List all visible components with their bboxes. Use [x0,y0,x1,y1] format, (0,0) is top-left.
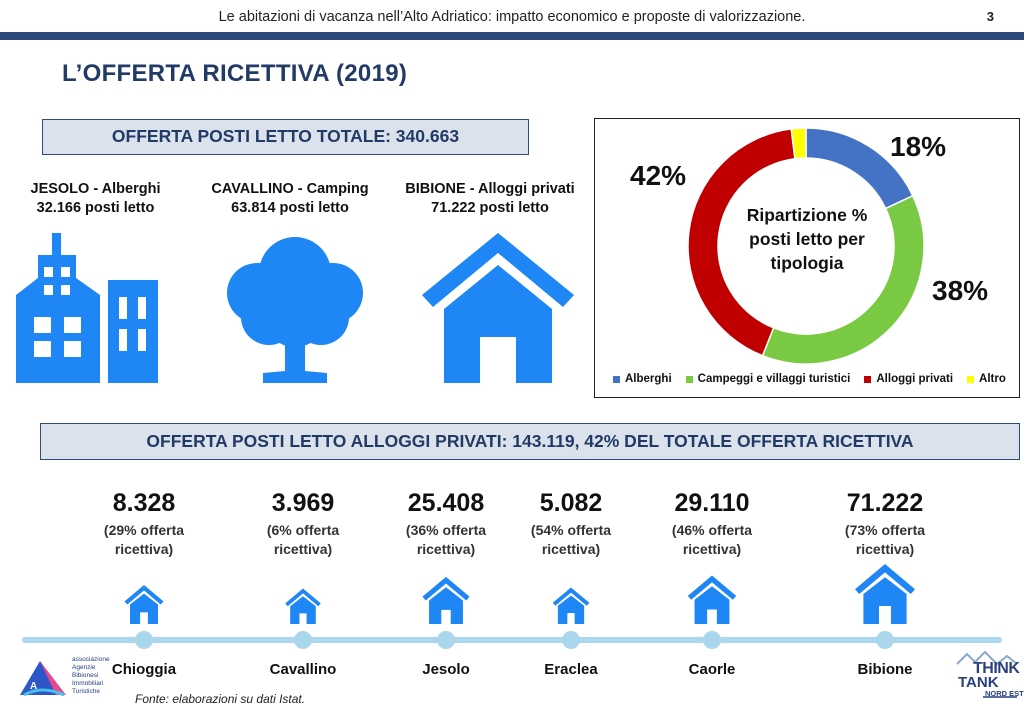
timeline-dot [703,631,721,649]
city-value: 29.110 [674,489,750,517]
logo-line: Immobiliari [72,680,104,687]
city-share-line: (29% offerta [103,522,185,538]
total-offer-box: OFFERTA POSTI LETTO TOTALE: 340.663 [42,119,529,155]
category-camping-title: CAVALLINO - Camping [211,181,369,197]
donut-center-title: Ripartizione % posti letto per tipologia [746,205,868,273]
tree-icon [227,237,363,383]
legend-label: Campeggi e villaggi turistici [697,373,851,385]
house-icon [687,575,737,624]
category-hotels: JESOLO - Alberghi 32.166 posti letto [8,180,183,218]
legend-item-alloggi: Alloggi privati [864,373,953,385]
donut-label-campeggi: 18% [890,131,947,162]
city-value: 3.969 [271,489,335,517]
city-share-line: (46% offerta [671,522,753,538]
think-tank-logo-line2: TANK [958,674,999,691]
header-rule [0,32,1024,40]
legend-swatch [685,375,693,383]
donut-legend: Alberghi Campeggi e villaggi turistici A… [613,373,1006,385]
page-number: 3 [986,9,994,24]
timeline-dot [562,631,580,649]
logo-line: Agenzie [72,664,96,671]
svg-text:A: A [30,681,37,692]
slice-altro [790,127,807,160]
legend-item-alberghi: Alberghi [613,373,672,385]
timeline-dot [876,631,894,649]
house-icon [552,587,590,624]
legend-item-campeggi: Campeggi e villaggi turistici [685,373,851,385]
city-value: 5.082 [539,489,603,517]
legend-swatch [864,375,872,383]
city-value: 8.328 [112,489,176,517]
document-header-title: Le abitazioni di vacanza nell’Alto Adria… [218,9,806,25]
category-camping: CAVALLINO - Camping 63.814 posti letto [200,180,380,218]
think-tank-logo-line3: NORD EST [985,689,1024,698]
slice-campeggi [761,194,925,365]
house-icon [422,576,470,624]
legend-swatch [967,375,975,383]
slice-alloggi-privati [687,128,796,357]
city-share-line: ricettiva) [114,541,174,557]
abit-logo-icon: A [20,661,66,697]
buildings-icon [16,233,158,383]
think-tank-logo-icon [956,650,1018,698]
house-icon [124,585,164,624]
house-icon [855,564,915,624]
city-share: (73% offerta ricettiva) [805,521,965,559]
category-private-beds: 71.222 posti letto [431,200,549,216]
logo-line: associazione [72,656,110,663]
house-icon-row [124,564,915,624]
legend-item-altro: Altro [967,373,1006,385]
city-value: 25.408 [407,489,485,517]
timeline-dot [437,631,455,649]
house-icon [285,588,321,624]
donut-label-alberghi: 42% [630,160,687,191]
legend-label: Altro [979,373,1006,385]
city-share-line: ricettiva) [541,541,601,557]
category-private-title: BIBIONE - Alloggi privati [405,181,575,197]
city-name: Jesolo [422,661,470,678]
city-name: Bibione [857,661,913,678]
category-hotels-beds: 32.166 posti letto [36,200,155,216]
city-share: (6% offerta ricettiva) [223,521,383,559]
city-share: (46% offerta ricettiva) [632,521,792,559]
city-share-line: ricettiva) [682,541,742,557]
legend-label: Alberghi [625,373,672,385]
city-share-line: (6% offerta [266,522,340,538]
logo-line: Turistiche [72,688,100,695]
legend-label: Alloggi privati [876,373,954,385]
legend-swatch [613,375,620,383]
donut-chart-panel: 42% 18% 38% Ripartizione % posti letto p… [594,118,1020,398]
category-camping-beds: 63.814 posti letto [231,200,349,216]
city-share: (54% offerta ricettiva) [491,521,651,559]
category-hotels-title: JESOLO - Alberghi [30,181,161,197]
city-value: 71.222 [846,489,924,517]
city-share-line: (54% offerta [530,522,612,538]
city-share-line: ricettiva) [855,541,915,557]
city-name: Chioggia [111,661,177,678]
house-icon [422,233,574,383]
city-share-line: ricettiva) [273,541,333,557]
city-name: Caorle [688,661,736,678]
city-share-line: (73% offerta [844,522,926,538]
page-title: L’OFFERTA RICETTIVA (2019) [62,60,408,87]
logo-line: Bibionesi [72,672,99,679]
category-private: BIBIONE - Alloggi privati 71.222 posti l… [394,180,586,218]
private-offer-box: OFFERTA POSTI LETTO ALLOGGI PRIVATI: 143… [40,423,1020,460]
donut-label-alloggi: 38% [932,275,989,306]
abit-logo-text: associazione Agenzie Bibionesi Immobilia… [72,656,110,696]
timeline-bar [22,637,1002,643]
timeline-dot [135,631,153,649]
source-note: Fonte: elaborazioni su dati Istat. [135,692,306,706]
donut-chart [687,127,925,365]
city-share-line: (36% offerta [405,522,487,538]
city-share: (29% offerta ricettiva) [64,521,224,559]
think-tank-logo-line1: THINK [973,660,1020,677]
city-name: Eraclea [544,661,598,678]
timeline-dot [294,631,312,649]
city-share: (36% offerta ricettiva) [366,521,526,559]
city-share-line: ricettiva) [416,541,476,557]
city-name: Cavallino [269,661,337,678]
